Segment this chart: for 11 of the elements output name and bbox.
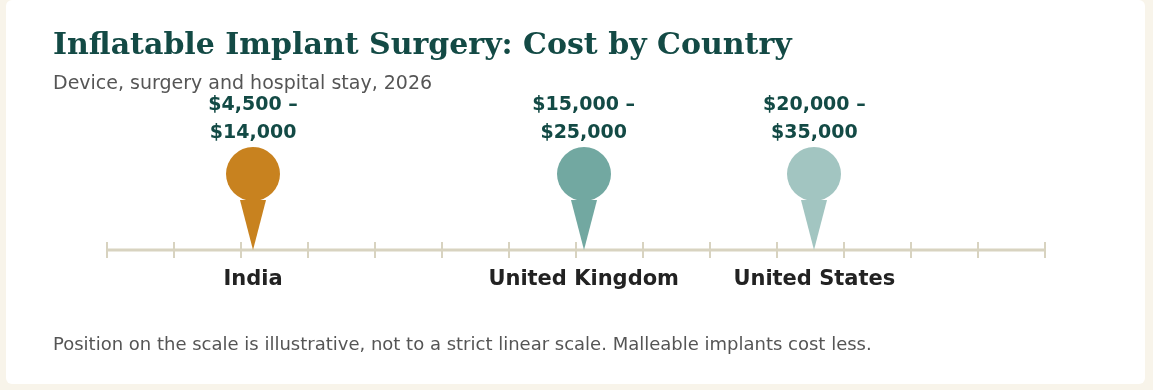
text: Inflatable Implant Surgery: Cost by Country: [53, 26, 792, 61]
category-label: United Kingdom: [488, 266, 679, 291]
data-label: $14,000: [209, 119, 297, 142]
text: Position on the scale is illustrative, not to a strict linear scale. Malleable implants cost less.: [53, 333, 872, 354]
data-label: $15,000 –: [532, 91, 636, 114]
data-label: $25,000: [540, 119, 627, 142]
text: Device, surgery and hospital stay, 2026: [53, 71, 433, 93]
category-label: India: [223, 266, 283, 291]
category-label: United States: [733, 266, 896, 291]
data-label: $20,000 –: [763, 91, 866, 114]
data-label: $35,000: [771, 119, 858, 142]
